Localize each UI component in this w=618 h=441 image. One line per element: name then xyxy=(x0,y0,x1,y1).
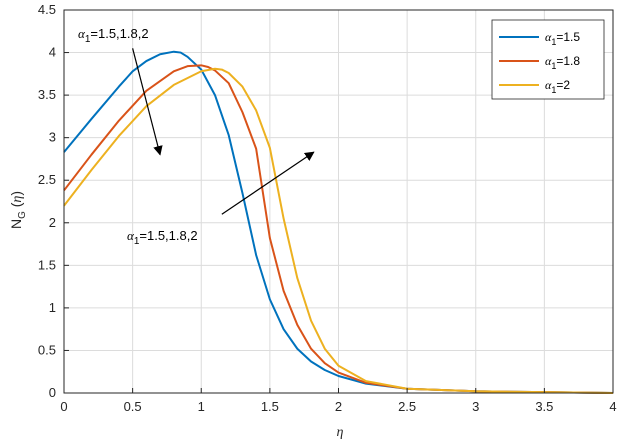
y-tick-label: 2.5 xyxy=(38,172,56,187)
x-tick-label: 0.5 xyxy=(124,399,142,414)
x-tick-label: 0 xyxy=(60,399,67,414)
legend-item-3: α1=2 xyxy=(499,78,570,95)
annotation-label-top: α1=1.5,1.8,2 xyxy=(78,26,149,45)
svg-text:α1=1.8: α1=1.8 xyxy=(545,54,580,71)
y-tick-label: 1.5 xyxy=(38,257,56,272)
annotation-top: α1=1.5,1.8,2 xyxy=(78,26,163,156)
svg-text:α1=2: α1=2 xyxy=(545,78,570,95)
x-tick-label: 1 xyxy=(198,399,205,414)
x-axis-label: η xyxy=(337,425,344,440)
annotation-arrow-bottom xyxy=(221,151,315,215)
legend: α1=1.5 α1=1.8 α1=2 xyxy=(491,19,605,100)
y-tick-label: 1 xyxy=(49,300,56,315)
legend-item-2: α1=1.8 xyxy=(499,54,580,71)
series-line-3 xyxy=(63,67,614,394)
y-tick-label: 4 xyxy=(49,45,56,60)
series-line-2 xyxy=(63,64,614,394)
axis-ticks: 0 0.5 1 1.5 2 2.5 3 3.5 4 0 0.5 1 1.5 2 2.5 3 3.5 4 4.5 xyxy=(38,2,617,414)
legend-item-1: α1=1.5 xyxy=(499,30,580,47)
x-tick-label: 2.5 xyxy=(398,399,416,414)
y-tick-label: 0.5 xyxy=(38,342,56,357)
x-tick-label: 3 xyxy=(472,399,479,414)
y-axis-label: NG (η) xyxy=(8,191,28,229)
x-tick-label: 3.5 xyxy=(535,399,553,414)
y-tick-label: 0 xyxy=(49,385,56,400)
x-tick-label: 1.5 xyxy=(261,399,279,414)
annotation-label-bottom: α1=1.5,1.8,2 xyxy=(127,228,198,247)
annotation-bottom: α1=1.5,1.8,2 xyxy=(127,151,315,247)
svg-text:NG (η): NG (η) xyxy=(8,191,28,229)
svg-text:α1=1.5: α1=1.5 xyxy=(545,30,580,47)
series-lines xyxy=(63,50,614,394)
y-tick-label: 3.5 xyxy=(38,87,56,102)
y-tick-label: 3 xyxy=(49,130,56,145)
y-tick-label: 4.5 xyxy=(38,2,56,17)
y-tick-label: 2 xyxy=(49,215,56,230)
x-tick-label: 2 xyxy=(335,399,342,414)
annotation-arrow-top xyxy=(132,48,163,156)
x-tick-label: 4 xyxy=(609,399,616,414)
